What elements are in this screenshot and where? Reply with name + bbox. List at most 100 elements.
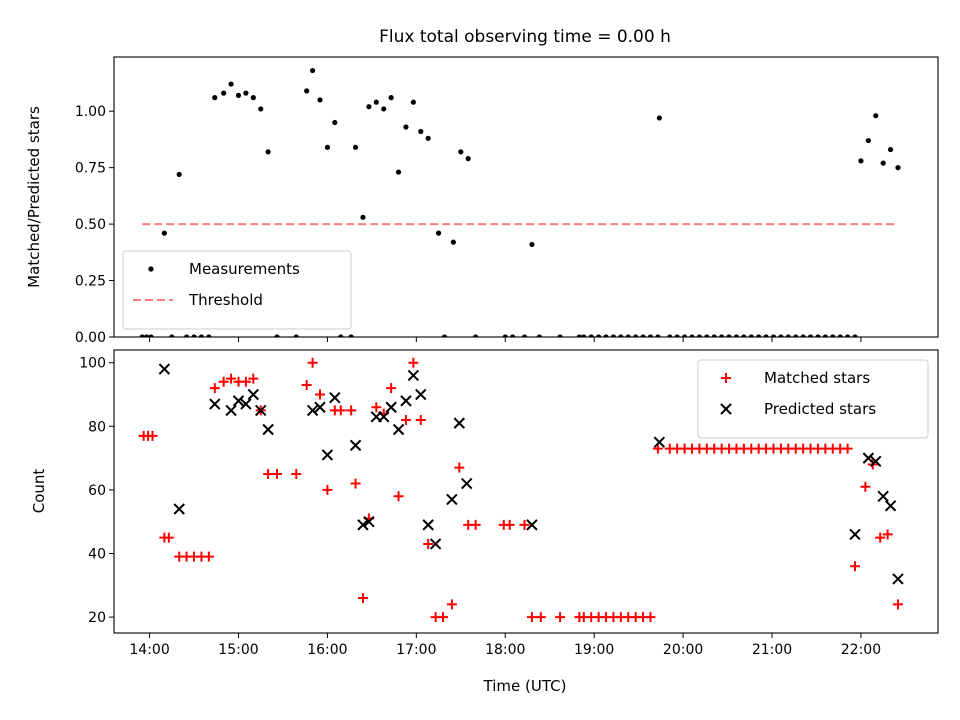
matched-stars-point <box>147 430 158 441</box>
measurements-point <box>206 334 212 337</box>
measurements-point <box>852 334 858 337</box>
bottom-panel: 14:00 15:00 16:00 17:00 18:00 19:00 20:00 21:00… <box>30 349 939 695</box>
x-tick-label: 15:00 <box>218 642 258 658</box>
measurements-point <box>366 104 372 110</box>
measurements-point <box>521 334 528 337</box>
predicted-stars-point <box>240 398 252 410</box>
matched-stars-point <box>400 414 411 425</box>
y-tick-label: 0.75 <box>75 161 106 177</box>
matched-stars-point <box>652 443 663 454</box>
measurements-point <box>191 334 197 337</box>
matched-stars-point <box>519 519 530 530</box>
top-marks <box>139 67 901 337</box>
predicted-stars-point <box>255 404 267 417</box>
matched-stars-point <box>470 519 481 530</box>
measurements-point <box>647 334 654 337</box>
matched-stars-point <box>371 402 382 413</box>
predicted-stars-point <box>392 423 405 436</box>
measurements-point <box>674 334 680 337</box>
predicted-stars-point <box>849 528 861 541</box>
predicted-stars-point <box>385 401 397 413</box>
bottom-legend: Matched stars Predicted stars <box>697 359 929 439</box>
legend-box <box>697 359 929 439</box>
bottom-marks <box>138 357 904 623</box>
measurements-point <box>250 95 256 101</box>
predicted-stars-point <box>429 538 442 550</box>
top-legend: Measurements Threshold <box>122 250 352 330</box>
x-tick-label: 16:00 <box>307 642 347 658</box>
measurements-point <box>473 334 479 337</box>
matched-stars-point <box>218 376 229 387</box>
y-tick-label: 0.50 <box>75 217 106 233</box>
x-tick-label: 20:00 <box>663 642 703 658</box>
matched-stars-point <box>454 462 465 473</box>
measurements-point <box>887 146 894 153</box>
measurements-point <box>395 169 402 175</box>
measurements-point <box>807 334 814 337</box>
measurements-point <box>293 334 299 337</box>
measurements-point <box>465 156 471 162</box>
legend-label-threshold: Threshold <box>188 291 263 309</box>
measurements-point <box>403 124 409 130</box>
predicted-stars-point <box>653 436 666 448</box>
measurements-point <box>778 334 784 337</box>
matched-stars-point <box>415 414 426 425</box>
predicted-stars-point <box>884 500 897 512</box>
matched-stars-point <box>335 405 346 416</box>
matched-stars-point <box>209 383 220 394</box>
predicted-stars-point <box>158 363 171 375</box>
matched-stars-point <box>307 357 318 368</box>
measurements-point <box>596 334 602 337</box>
y-tick-label: 60 <box>88 483 106 499</box>
predicted-stars-point <box>862 452 875 464</box>
y-tick-label: 40 <box>88 547 106 563</box>
measurements-point <box>148 334 154 337</box>
legend-swatch-matched-stars <box>721 373 731 383</box>
measurements-point <box>441 334 448 337</box>
measurements-point <box>837 334 843 337</box>
bottom-ticks: 14:00 15:00 16:00 17:00 18:00 19:00 20:00 21:00… <box>79 356 881 658</box>
measurements-point <box>633 334 639 337</box>
predicted-stars-point <box>415 388 427 401</box>
measurements-point <box>830 334 836 337</box>
predicted-stars-point <box>173 503 185 515</box>
x-tick-label: 14:00 <box>129 642 169 658</box>
measurements-point <box>352 144 359 150</box>
x-tick-label: 17:00 <box>396 642 436 658</box>
measurements-point <box>741 334 747 337</box>
y-tick-label: 100 <box>79 356 106 372</box>
measurements-point <box>510 334 516 337</box>
x-tick-label: 19:00 <box>574 642 614 658</box>
matched-stars-point <box>882 529 893 540</box>
predicted-stars-point <box>407 369 420 382</box>
measurements-point <box>588 334 594 337</box>
measurements-point <box>348 334 354 337</box>
measurements-point <box>317 97 323 103</box>
measurements-point <box>139 334 145 337</box>
predicted-stars-point <box>357 519 369 531</box>
measurements-point <box>435 230 442 236</box>
matched-stars-point <box>263 469 274 480</box>
measurements-point <box>274 334 280 337</box>
matched-stars-point <box>504 519 515 530</box>
measurements-point <box>785 334 791 337</box>
matched-stars-point <box>350 478 361 489</box>
measurements-point <box>793 334 799 337</box>
predicted-stars-point <box>877 490 889 502</box>
measurements-point <box>667 334 673 337</box>
measurements-point <box>410 99 416 105</box>
measurements-point <box>144 334 150 337</box>
predicted-stars-point <box>247 388 260 401</box>
measurements-point <box>711 334 717 337</box>
top-chart-title: Flux total observing time = 0.00 h <box>379 27 671 47</box>
y-tick-label: 20 <box>88 610 106 626</box>
measurements-point <box>655 334 661 337</box>
matched-stars-point <box>322 484 333 495</box>
measurements-point <box>176 171 182 178</box>
matched-stars-point <box>892 599 903 610</box>
measurements-point <box>618 334 624 337</box>
measurements-point <box>689 334 695 337</box>
matched-stars-point <box>386 383 397 394</box>
legend-swatch-predicted-stars <box>720 403 732 415</box>
predicted-stars-point <box>400 395 412 407</box>
